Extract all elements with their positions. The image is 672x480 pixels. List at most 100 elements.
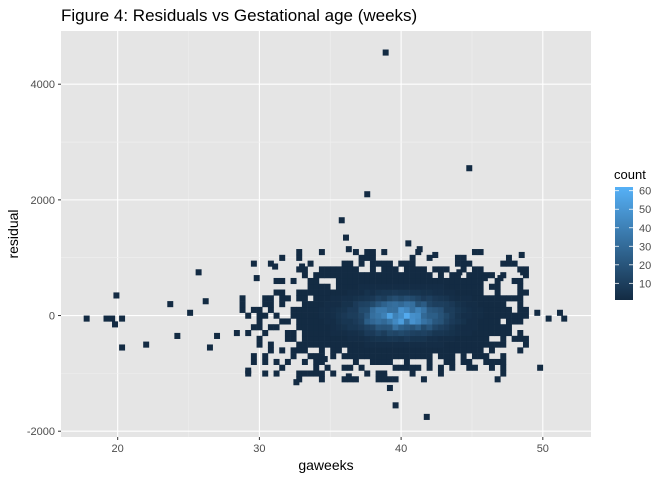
count-bin (517, 301, 524, 308)
count-bin (392, 330, 399, 337)
legend-tick-label: 50 (639, 204, 651, 216)
count-bin (420, 277, 427, 285)
x-tick-label: 50 (537, 443, 549, 455)
count-bin (477, 301, 484, 308)
count-bin (318, 324, 325, 331)
count-bin (398, 277, 405, 285)
count-bin (347, 347, 354, 354)
count-bin (426, 301, 433, 308)
count-bin (341, 353, 348, 360)
count-bin (335, 301, 342, 308)
count-bin (352, 249, 359, 256)
count-bin (103, 315, 110, 322)
count-bin (358, 335, 365, 342)
count-bin (488, 272, 495, 279)
count-bin (174, 332, 181, 339)
count-bin (409, 341, 416, 348)
count-bin (505, 318, 512, 325)
count-bin (477, 283, 484, 290)
count-bin (449, 364, 456, 371)
count-bin (403, 353, 410, 360)
count-bin (460, 289, 467, 296)
count-bin (256, 324, 263, 331)
count-bin (358, 260, 365, 267)
count-bin (409, 295, 416, 302)
count-bin (420, 341, 427, 348)
count-bin (318, 335, 325, 342)
count-bin (233, 330, 240, 337)
count-bin (398, 324, 405, 331)
count-bin (386, 376, 393, 383)
count-bin (369, 283, 376, 290)
count-bin (307, 277, 314, 285)
count-bin (477, 272, 484, 279)
chart-title: Figure 4: Residuals vs Gestational age (… (61, 6, 417, 25)
count-bin (477, 289, 484, 296)
count-bin (415, 347, 422, 354)
count-bin (324, 301, 331, 308)
count-bin (381, 277, 388, 285)
count-bin (313, 283, 320, 290)
count-bin (296, 370, 303, 377)
count-bin (250, 353, 257, 360)
count-bin (471, 347, 478, 354)
count-bin (398, 260, 405, 267)
count-bin (500, 306, 507, 313)
count-bin (352, 283, 359, 290)
count-bin (534, 309, 541, 316)
count-bin (352, 266, 359, 273)
count-bin (420, 306, 427, 313)
count-bin (273, 324, 280, 331)
count-bin (483, 318, 490, 325)
count-bin (352, 324, 359, 331)
count-bin (369, 330, 376, 337)
count-bin (466, 260, 473, 267)
count-bin (301, 347, 308, 354)
count-bin (494, 358, 501, 366)
count-bin (545, 315, 552, 322)
count-bin (330, 289, 337, 296)
count-bin (313, 277, 320, 285)
count-bin (352, 376, 359, 383)
count-bin (341, 295, 348, 302)
count-bin (318, 370, 325, 377)
count-bin (341, 283, 348, 290)
count-bin (375, 306, 382, 313)
count-bin (415, 318, 422, 325)
count-bin (335, 295, 342, 302)
count-bin (409, 289, 416, 296)
count-bin (500, 335, 507, 342)
count-bin (262, 353, 269, 360)
count-bin (347, 306, 354, 313)
count-bin (443, 330, 450, 337)
count-bin (267, 306, 274, 313)
count-bin (426, 283, 433, 290)
count-bin (381, 306, 388, 313)
count-bin (273, 312, 280, 319)
count-bin (267, 301, 274, 308)
count-bin (381, 260, 388, 267)
count-bin (313, 353, 320, 360)
count-bin (494, 324, 501, 331)
count-bin (483, 330, 490, 337)
count-bin (318, 289, 325, 296)
count-bin (386, 301, 393, 308)
count-bin (454, 254, 461, 261)
count-bin (392, 347, 399, 354)
count-bin (375, 277, 382, 285)
count-bin (432, 347, 439, 354)
count-bin (318, 318, 325, 325)
count-bin (415, 272, 422, 279)
count-bin (471, 353, 478, 360)
count-bin (364, 341, 371, 348)
count-bin (364, 254, 371, 261)
count-bin (313, 364, 320, 371)
count-bin (460, 266, 467, 273)
count-bin (454, 324, 461, 331)
count-bin (324, 341, 331, 348)
count-bin (460, 306, 467, 313)
count-bin (313, 335, 320, 342)
count-bin (392, 353, 399, 360)
count-bin (517, 295, 524, 302)
count-bin (347, 301, 354, 308)
